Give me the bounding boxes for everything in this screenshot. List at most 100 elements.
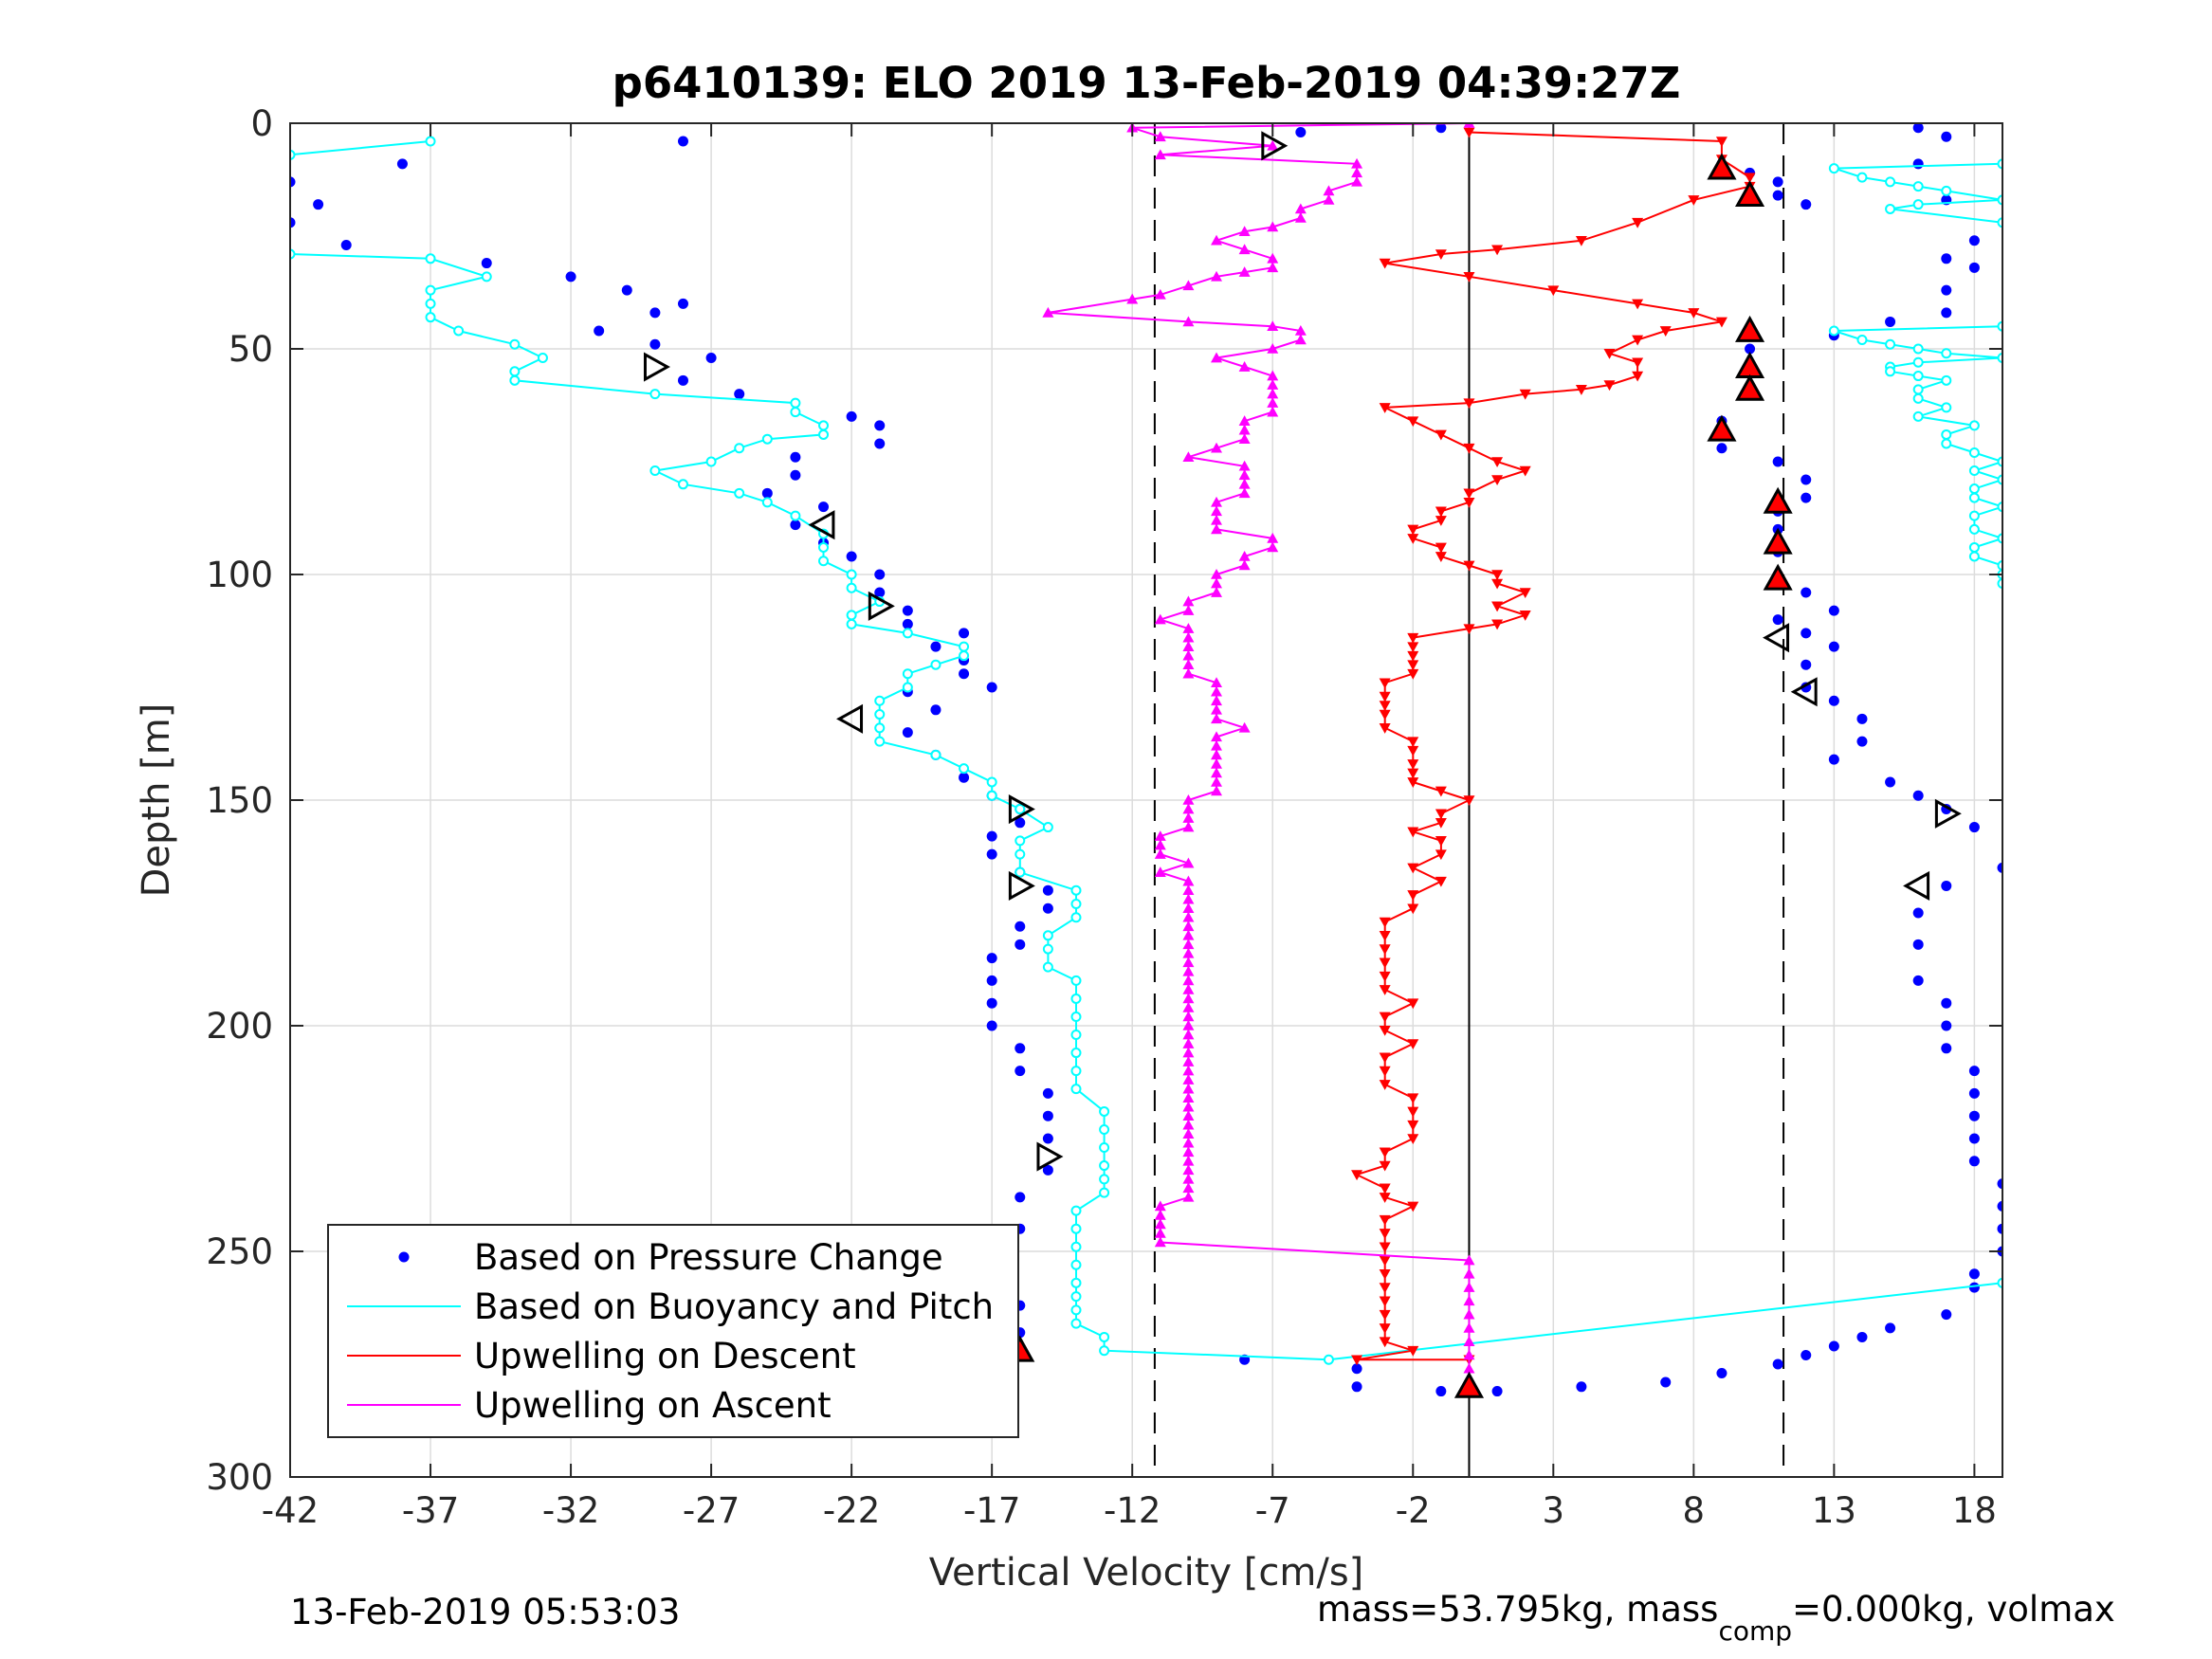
red-up-triangle-marker [1734,374,1765,401]
red-up-triangle-marker [1453,1371,1485,1398]
upwelling-ascent-point [1267,397,1279,408]
buoyancy-pitch-point [1042,930,1053,941]
upwelling-ascent-point [1463,1282,1475,1292]
buoyancy-pitch-point [1885,338,1896,350]
upwelling-ascent-point [1182,1029,1195,1040]
pressure-change-point [1491,1386,1503,1397]
upwelling-ascent-point [1323,185,1335,196]
upwelling-ascent-point [1182,794,1195,805]
buoyancy-pitch-point [1070,1011,1082,1022]
upwelling-ascent-point [1211,703,1223,715]
upwelling-descent-point [1632,299,1644,310]
buoyancy-pitch-point [290,248,296,260]
upwelling-descent-point [1379,1269,1391,1280]
upwelling-descent-point [1463,624,1475,635]
upwelling-descent-point [1435,429,1447,441]
pressure-change-point [1912,907,1924,919]
buoyancy-pitch-point [1070,1048,1082,1059]
pressure-change-point [959,628,970,639]
pressure-change-point [1997,1223,2002,1234]
legend-box [327,1224,1019,1438]
x-axis-label: Vertical Velocity [cm/s] [929,1551,1364,1595]
buoyancy-pitch-point [1070,1030,1082,1041]
upwelling-descent-point [1575,385,1587,395]
upwelling-descent-point [1379,1255,1391,1267]
upwelling-ascent-point [1294,324,1307,336]
buoyancy-pitch-line [290,253,2002,1361]
upwelling-ascent-point [1211,523,1223,535]
pressure-change-point [1941,997,1952,1009]
buoyancy-pitch-point [790,397,801,409]
y-tick-label: 250 [206,1231,273,1272]
upwelling-descent-point [1379,1309,1391,1321]
upwelling-ascent-point [1182,595,1195,607]
upwelling-descent-point [1407,660,1419,671]
upwelling-ascent-point [1182,1173,1195,1184]
upwelling-descent-point [1435,849,1447,861]
pressure-change-point [1716,443,1728,454]
upwelling-ascent-point [1182,631,1195,643]
x-tick-label: 18 [1952,1490,1997,1531]
pressure-change-point [874,569,886,580]
pressure-change-point [1968,1110,1980,1121]
pressure-change-point [874,420,886,431]
upwelling-ascent-point [1267,221,1279,232]
x-tick-label: -37 [402,1490,459,1531]
upwelling-ascent-point [1182,803,1195,814]
upwelling-descent-point [1519,611,1531,621]
red-up-triangle-marker [1734,180,1765,208]
upwelling-ascent-point [1238,424,1251,435]
buoyancy-pitch-point [1099,1160,1110,1172]
upwelling-ascent-point [1238,266,1251,277]
axis-ticks: -42 -37 -32 -27 -22 -17 -12 -7 -2 3 8 13 18 0 50 100 150… [206,103,2002,1531]
upwelling-ascent-point [1211,677,1223,688]
y-tick-label: 200 [206,1006,273,1047]
pressure-change-point [1042,1164,1053,1176]
upwelling-descent-point [1379,944,1391,956]
upwelling-descent-point [1407,863,1419,874]
buoyancy-pitch-point [1912,199,1924,210]
upwelling-ascent-point [1238,244,1251,255]
upwelling-descent-point [1407,642,1419,653]
pressure-change-point [1801,492,1812,503]
pressure-change-point [1801,199,1812,210]
buoyancy-pitch-point [1968,510,1980,521]
buoyancy-pitch-point [902,668,913,680]
buoyancy-pitch-point [986,790,997,801]
upwelling-ascent-point [1463,1362,1475,1374]
buoyancy-pitch-point [1912,181,1924,192]
mass-text-prefix: mass=53.795kg, mass [1317,1589,1718,1630]
buoyancy-pitch-point [1997,456,2002,467]
upwelling-ascent-point [1267,406,1279,417]
upwelling-ascent-point [1463,1308,1475,1320]
buoyancy-pitch-point [1070,1291,1082,1303]
buoyancy-pitch-point [1099,1123,1110,1135]
buoyancy-pitch-point [677,479,688,490]
upwelling-ascent-point [1267,139,1279,151]
upwelling-ascent-point [1267,541,1279,553]
upwelling-descent-point [1407,1093,1419,1104]
buoyancy-pitch-point [1968,492,1980,503]
x-tick-label: 13 [1812,1490,1856,1531]
buoyancy-pitch-point [649,389,661,400]
pressure-change-point [986,848,997,860]
buoyancy-pitch-point [425,284,436,296]
buoyancy-pitch-point [874,695,886,706]
upwelling-ascent-point [1238,487,1251,499]
pressure-change-point [1828,641,1839,652]
upwelling-ascent-point [1182,1101,1195,1112]
upwelling-descent-point [1435,249,1447,261]
buoyancy-pitch-point [1070,1205,1082,1216]
pressure-change-point [1772,1358,1783,1370]
pressure-change-point [1941,880,1952,891]
buoyancy-pitch-point [761,433,773,445]
pressure-change-point [1716,1368,1728,1379]
upwelling-ascent-point [1182,1065,1195,1076]
pressure-change-point [1801,587,1812,598]
upwelling-ascent-point [1182,947,1195,958]
upwelling-descent-point [1435,786,1447,797]
upwelling-ascent-point [1323,193,1335,205]
buoyancy-pitch-line [1834,325,2002,584]
pressure-change-point [1015,1043,1026,1054]
buoyancy-pitch-point [1912,410,1924,422]
